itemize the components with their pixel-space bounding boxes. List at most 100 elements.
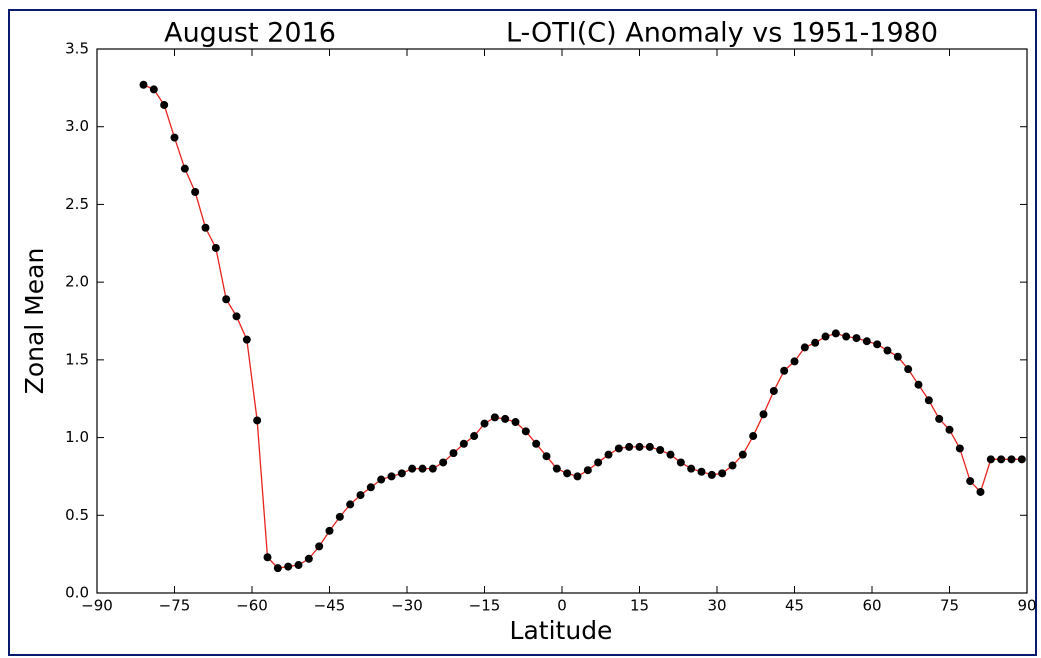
marker xyxy=(191,187,200,196)
marker xyxy=(769,386,778,395)
marker xyxy=(532,439,541,448)
marker xyxy=(335,512,344,521)
marker xyxy=(139,80,148,89)
marker xyxy=(521,427,530,436)
marker xyxy=(955,444,964,453)
marker xyxy=(800,343,809,352)
marker xyxy=(170,133,179,142)
y-tick-label: 2.5 xyxy=(65,195,89,213)
marker xyxy=(346,500,355,509)
marker xyxy=(904,365,913,374)
y-tick-label: 3.5 xyxy=(65,40,89,58)
marker xyxy=(387,472,396,481)
marker xyxy=(284,562,293,571)
marker xyxy=(552,464,561,473)
marker xyxy=(893,352,902,361)
marker xyxy=(997,455,1006,464)
marker xyxy=(966,477,975,486)
marker xyxy=(614,444,623,453)
marker xyxy=(325,526,334,535)
marker xyxy=(294,561,303,570)
marker xyxy=(821,332,830,341)
marker xyxy=(883,346,892,355)
marker xyxy=(211,243,220,252)
x-tick-label: 75 xyxy=(940,597,959,615)
marker xyxy=(1017,455,1026,464)
marker xyxy=(428,464,437,473)
marker xyxy=(976,487,985,496)
x-tick-label: −45 xyxy=(314,597,346,615)
marker xyxy=(811,338,820,347)
marker xyxy=(862,337,871,346)
x-axis-label: Latitude xyxy=(510,616,613,645)
marker xyxy=(511,418,520,427)
marker xyxy=(604,450,613,459)
marker xyxy=(718,469,727,478)
marker xyxy=(707,470,716,479)
marker xyxy=(366,483,375,492)
y-tick-label: 0.0 xyxy=(65,584,89,602)
marker xyxy=(501,414,510,423)
marker xyxy=(563,469,572,478)
x-tick-label: −15 xyxy=(469,597,501,615)
marker xyxy=(480,419,489,428)
marker xyxy=(490,413,499,422)
marker xyxy=(656,446,665,455)
y-tick-label: 0.5 xyxy=(65,506,89,524)
marker xyxy=(935,414,944,423)
marker xyxy=(253,416,262,425)
marker xyxy=(304,554,313,563)
x-tick-label: 15 xyxy=(630,597,649,615)
chart-title: August 2016 xyxy=(164,18,336,49)
marker xyxy=(986,455,995,464)
y-tick-label: 3.0 xyxy=(65,117,89,135)
marker xyxy=(780,366,789,375)
x-tick-label: 90 xyxy=(1017,597,1036,615)
y-axis-label: Zonal Mean xyxy=(20,248,49,395)
y-tick-label: 1.5 xyxy=(65,350,89,368)
x-tick-label: 45 xyxy=(785,597,804,615)
y-tick-label: 1.0 xyxy=(65,428,89,446)
marker xyxy=(449,449,458,458)
marker xyxy=(273,564,282,573)
x-tick-label: −60 xyxy=(236,597,268,615)
marker xyxy=(852,334,861,343)
marker xyxy=(583,466,592,475)
marker xyxy=(439,458,448,467)
marker xyxy=(645,442,654,451)
x-tick-label: −90 xyxy=(81,597,113,615)
marker xyxy=(542,452,551,461)
marker xyxy=(676,458,685,467)
x-tick-label: −30 xyxy=(391,597,423,615)
marker xyxy=(1007,455,1016,464)
marker xyxy=(738,450,747,459)
marker xyxy=(222,295,231,304)
marker xyxy=(408,464,417,473)
marker xyxy=(625,442,634,451)
marker xyxy=(242,335,251,344)
marker xyxy=(180,164,189,173)
marker xyxy=(945,425,954,434)
marker xyxy=(759,410,768,419)
marker xyxy=(831,329,840,338)
marker xyxy=(749,432,758,441)
marker xyxy=(315,542,324,551)
marker xyxy=(418,464,427,473)
marker xyxy=(263,553,272,562)
x-tick-label: 0 xyxy=(557,597,567,615)
marker xyxy=(397,469,406,478)
marker xyxy=(594,458,603,467)
marker xyxy=(666,450,675,459)
marker xyxy=(356,491,365,500)
marker xyxy=(635,442,644,451)
marker xyxy=(470,432,479,441)
x-tick-label: 30 xyxy=(707,597,726,615)
y-tick-label: 2.0 xyxy=(65,273,89,291)
x-tick-label: −75 xyxy=(159,597,191,615)
marker xyxy=(914,380,923,389)
marker xyxy=(232,312,241,321)
marker xyxy=(697,467,706,476)
marker xyxy=(687,464,696,473)
marker xyxy=(160,100,169,109)
